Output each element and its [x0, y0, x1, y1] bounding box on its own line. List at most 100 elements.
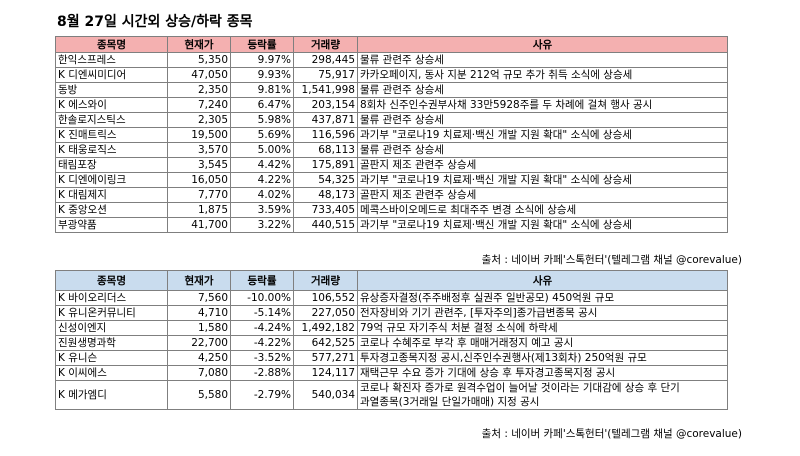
table-row: K 중앙오션 1,875 3.59% 733,405 메콕스바이오메드로 최대주주 변경… [55, 202, 728, 218]
stock-volume: 577,271 [293, 350, 358, 366]
stock-reason: 과기부 "코로나19 치료제·백신 개발 지원 확대" 소식에 상승세 [357, 127, 728, 143]
col-change-header: 등락률 [230, 270, 294, 291]
stock-price: 7,240 [167, 97, 231, 113]
stock-reason: 전자장비와 기기 관련주, [투자주의]종가급변종목 공시 [357, 305, 728, 321]
table-row: 진원생명과학 22,700 -4.22% 642,525 코로나 수혜주로 부각 후 매… [55, 335, 728, 351]
stock-change: -4.24% [230, 320, 294, 336]
stock-volume: 203,154 [293, 97, 358, 113]
stock-reason: 8회차 신주인수권부사채 33만5928주를 두 차례에 걸쳐 행사 공시 [357, 97, 728, 113]
stock-price: 4,250 [167, 350, 231, 366]
col-name-header: 종목명 [55, 36, 168, 53]
stock-change: -4.22% [230, 335, 294, 351]
stock-reason: 재택근무 수요 증가 기대에 상승 후 투자경고종목지정 공시 [357, 365, 728, 381]
stock-price: 7,770 [167, 187, 231, 203]
stock-reason: 투자경고종목지정 공시,신주인수권행사(제13회차) 250억원 규모 [357, 350, 728, 366]
stock-reason: 과기부 "코로나19 치료제·백신 개발 지원 확대" 소식에 상승세 [357, 172, 728, 188]
table-row: K 메가엠디 5,580 -2.79% 540,034 코로나 확진자 증가로 원격수업… [55, 380, 728, 410]
stock-price: 16,050 [167, 172, 231, 188]
stock-volume: 298,445 [293, 52, 358, 68]
stock-reason: 코로나 수혜주로 부각 후 매매거래정지 예고 공시 [357, 335, 728, 351]
stock-name: K 바이오리더스 [55, 290, 168, 306]
stock-name: K 중앙오션 [55, 202, 168, 218]
stock-change: 3.22% [230, 217, 294, 233]
table-row: K 바이오리더스 7,560 -10.00% 106,552 유상증자결정(주주배정후 … [55, 290, 728, 306]
page-title: 8월 27일 시간외 상승/하락 종목 [57, 14, 253, 30]
stock-price: 41,700 [167, 217, 231, 233]
stock-volume: 124,117 [293, 365, 358, 381]
stock-name: K 대림제지 [55, 187, 168, 203]
stock-change: -10.00% [230, 290, 294, 306]
stock-volume: 1,492,182 [293, 320, 358, 336]
stock-volume: 68,113 [293, 142, 358, 158]
table-row: 동방 2,350 9.81% 1,541,998 물류 관련주 상승세 [55, 82, 728, 98]
col-reason-header: 사유 [357, 270, 728, 291]
stock-change: -5.14% [230, 305, 294, 321]
stock-reason: 메콕스바이오메드로 최대주주 변경 소식에 상승세 [357, 202, 728, 218]
table-header-row: 종목명 현재가 등락률 거래량 사유 [55, 270, 728, 291]
stock-name: 진원생명과학 [55, 335, 168, 351]
table-row: 신성이엔지 1,580 -4.24% 1,492,182 79억 규모 자기주식 처분 … [55, 320, 728, 336]
stock-change: 5.69% [230, 127, 294, 143]
col-change-header: 등락률 [230, 36, 294, 53]
stock-name: K 에스와이 [55, 97, 168, 113]
stock-price: 1,875 [167, 202, 231, 218]
stock-volume: 642,525 [293, 335, 358, 351]
stock-name: 신성이엔지 [55, 320, 168, 336]
stock-reason: 유상증자결정(주주배정후 실권주 일반공모) 450억원 규모 [357, 290, 728, 306]
stock-volume: 106,552 [293, 290, 358, 306]
stock-reason: 코로나 확진자 증가로 원격수업이 늘어날 것이라는 기대감에 상승 후 단기 과… [357, 380, 728, 410]
stock-name: K 디엔에이링크 [55, 172, 168, 188]
stock-change: 3.59% [230, 202, 294, 218]
stock-name: 한익스프레스 [55, 52, 168, 68]
stock-change: 4.42% [230, 157, 294, 173]
stock-reason: 골판지 제조 관련주 상승세 [357, 157, 728, 173]
stock-price: 1,580 [167, 320, 231, 336]
stock-change: 5.98% [230, 112, 294, 128]
stock-volume: 227,050 [293, 305, 358, 321]
col-reason-header: 사유 [357, 36, 728, 53]
source-note: 출처 : 네이버 카페'스톡헌터'(텔레그램 채널 @corevalue) [481, 428, 742, 440]
stock-name: K 유니온커뮤니티 [55, 305, 168, 321]
stock-change: 6.47% [230, 97, 294, 113]
stock-change: 4.02% [230, 187, 294, 203]
stock-reason-line: 코로나 확진자 증가로 원격수업이 늘어날 것이라는 기대감에 상승 후 단기 [360, 382, 680, 394]
stock-volume: 1,541,998 [293, 82, 358, 98]
stock-change: 9.93% [230, 67, 294, 83]
stock-reason: 물류 관련주 상승세 [357, 82, 728, 98]
stock-price: 3,545 [167, 157, 231, 173]
stock-price: 3,570 [167, 142, 231, 158]
table-row: 한익스프레스 5,350 9.97% 298,445 물류 관련주 상승세 [55, 52, 728, 68]
stock-change: -2.88% [230, 365, 294, 381]
table-row: K 에스와이 7,240 6.47% 203,154 8회차 신주인수권부사채 33만5… [55, 97, 728, 113]
stock-volume: 116,596 [293, 127, 358, 143]
table-row: K 이씨에스 7,080 -2.88% 124,117 재택근무 수요 증가 기대에 상… [55, 365, 728, 381]
stock-price: 2,305 [167, 112, 231, 128]
stock-price: 22,700 [167, 335, 231, 351]
stock-name: K 진매트릭스 [55, 127, 168, 143]
stock-reason: 물류 관련주 상승세 [357, 52, 728, 68]
col-price-header: 현재가 [167, 270, 231, 291]
stock-price: 5,580 [167, 380, 231, 410]
table-row: K 진매트릭스 19,500 5.69% 116,596 과기부 "코로나19 치료제·… [55, 127, 728, 143]
table-row: K 태웅로직스 3,570 5.00% 68,113 물류 관련주 상승세 [55, 142, 728, 158]
stock-change: -2.79% [230, 380, 294, 410]
stock-name: K 메가엠디 [55, 380, 168, 410]
table-row: K 유니슨 4,250 -3.52% 577,271 투자경고종목지정 공시,신주인수권… [55, 350, 728, 366]
stock-name: K 태웅로직스 [55, 142, 168, 158]
stock-name: K 이씨에스 [55, 365, 168, 381]
table-row: 태림포장 3,545 4.42% 175,891 골판지 제조 관련주 상승세 [55, 157, 728, 173]
stock-reason: 물류 관련주 상승세 [357, 112, 728, 128]
table-row: K 대림제지 7,770 4.02% 48,173 골판지 제조 관련주 상승세 [55, 187, 728, 203]
table-row: K 디엔씨미디어 47,050 9.93% 75,917 카카오페이지, 동사 지분 2… [55, 67, 728, 83]
col-volume-header: 거래량 [293, 270, 358, 291]
stock-name: 동방 [55, 82, 168, 98]
stock-volume: 54,325 [293, 172, 358, 188]
stock-reason: 과기부 "코로나19 치료제·백신 개발 지원 확대" 소식에 상승세 [357, 217, 728, 233]
stock-name: 한솔로지스틱스 [55, 112, 168, 128]
stock-reason: 카카오페이지, 동사 지분 212억 규모 추가 취득 소식에 상승세 [357, 67, 728, 83]
table-header-row: 종목명 현재가 등락률 거래량 사유 [55, 36, 728, 53]
stock-volume: 48,173 [293, 187, 358, 203]
col-name-header: 종목명 [55, 270, 168, 291]
stock-volume: 175,891 [293, 157, 358, 173]
stock-price: 5,350 [167, 52, 231, 68]
